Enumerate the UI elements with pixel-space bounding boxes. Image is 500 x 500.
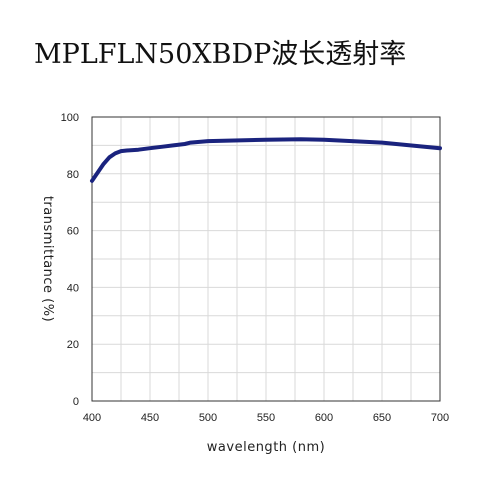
x-tick-label: 600 bbox=[315, 412, 333, 424]
page-title: MPLFLN50XBDP波长透射率 bbox=[34, 39, 407, 70]
grid-lines bbox=[91, 116, 441, 402]
x-tick-label: 450 bbox=[141, 412, 159, 424]
y-tick-label: 60 bbox=[67, 226, 79, 238]
tick-labels: 400 450 500 550 600 650 700 0 20 40 60 80 100 bbox=[61, 112, 450, 424]
x-tick-label: 700 bbox=[431, 412, 449, 424]
transmittance-series-line bbox=[90, 137, 442, 183]
y-tick-label: 20 bbox=[67, 339, 79, 351]
plot-area-frame bbox=[91, 116, 441, 402]
y-tick-label: 40 bbox=[67, 282, 79, 294]
y-tick-label: 100 bbox=[61, 112, 79, 124]
y-tick-label: 0 bbox=[73, 396, 79, 408]
x-axis-title: wavelength (nm) bbox=[207, 440, 325, 455]
x-tick-label: 500 bbox=[199, 412, 217, 424]
y-axis-title: transmittance (%) bbox=[40, 196, 55, 322]
x-tick-label: 400 bbox=[83, 412, 101, 424]
x-tick-label: 550 bbox=[257, 412, 275, 424]
y-tick-label: 80 bbox=[67, 169, 79, 181]
x-tick-label: 650 bbox=[373, 412, 391, 424]
